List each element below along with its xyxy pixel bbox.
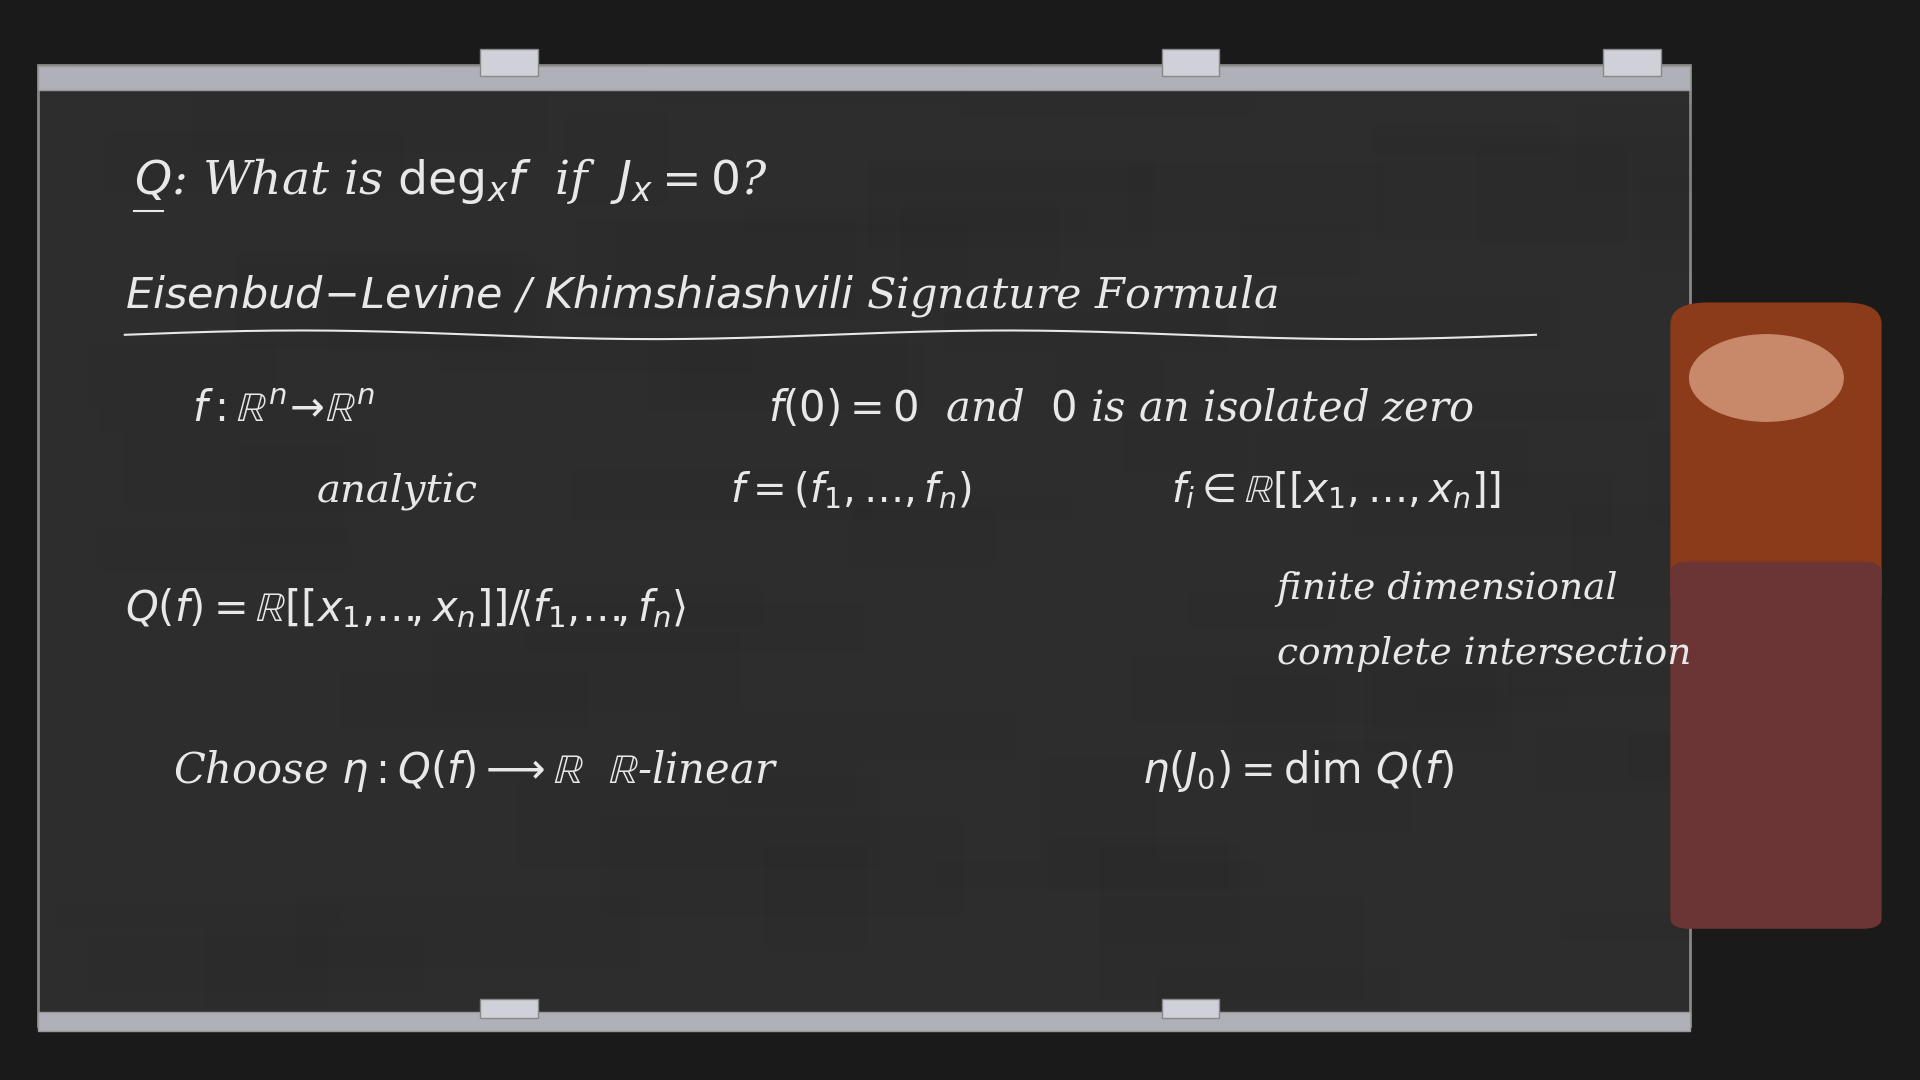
FancyBboxPatch shape	[1162, 49, 1219, 76]
FancyBboxPatch shape	[480, 999, 538, 1018]
FancyBboxPatch shape	[1162, 999, 1219, 1018]
FancyBboxPatch shape	[1670, 302, 1882, 616]
FancyBboxPatch shape	[480, 49, 538, 76]
Text: $Eisenbud\!-\!Levine$ / $Khimshiashvili$ Signature Formula: $Eisenbud\!-\!Levine$ / $Khimshiashvili$…	[125, 273, 1279, 320]
Circle shape	[1690, 335, 1843, 421]
FancyBboxPatch shape	[1603, 49, 1661, 76]
Text: $f: \mathbb{R}^n \!\to\! \mathbb{R}^n$: $f: \mathbb{R}^n \!\to\! \mathbb{R}^n$	[192, 388, 374, 430]
Text: Choose $\eta: Q(f) \longrightarrow \mathbb{R}$  $\mathbb{R}$-linear: Choose $\eta: Q(f) \longrightarrow \math…	[173, 748, 778, 794]
Text: finite dimensional: finite dimensional	[1277, 571, 1619, 607]
FancyBboxPatch shape	[38, 1012, 1690, 1031]
Text: $f_i \in \mathbb{R}[[x_1, \ldots, x_n]]$: $f_i \in \mathbb{R}[[x_1, \ldots, x_n]]$	[1171, 469, 1501, 511]
FancyBboxPatch shape	[38, 65, 1690, 1026]
FancyBboxPatch shape	[38, 66, 1690, 90]
Text: complete intersection: complete intersection	[1277, 636, 1692, 672]
Text: $f(0)=0$  and  $0$ is an isolated zero: $f(0)=0$ and $0$ is an isolated zero	[768, 388, 1475, 430]
Text: $Q$: What is $\mathrm{deg}_x f$  if  $J_x = 0$?: $Q$: What is $\mathrm{deg}_x f$ if $J_x …	[134, 157, 768, 206]
FancyBboxPatch shape	[1670, 562, 1882, 929]
Text: $f = (f_1, \ldots, f_n)$: $f = (f_1, \ldots, f_n)$	[730, 469, 972, 511]
Text: $Q(f) = \mathbb{R}[[x_1,\!\ldots\!,x_n]]/\!\langle f_1,\!\ldots\!,f_n \rangle$: $Q(f) = \mathbb{R}[[x_1,\!\ldots\!,x_n]]…	[125, 586, 685, 630]
Text: analytic: analytic	[317, 473, 478, 511]
Text: $\eta(J_0) = \dim\, Q(f)$: $\eta(J_0) = \dim\, Q(f)$	[1142, 748, 1455, 794]
